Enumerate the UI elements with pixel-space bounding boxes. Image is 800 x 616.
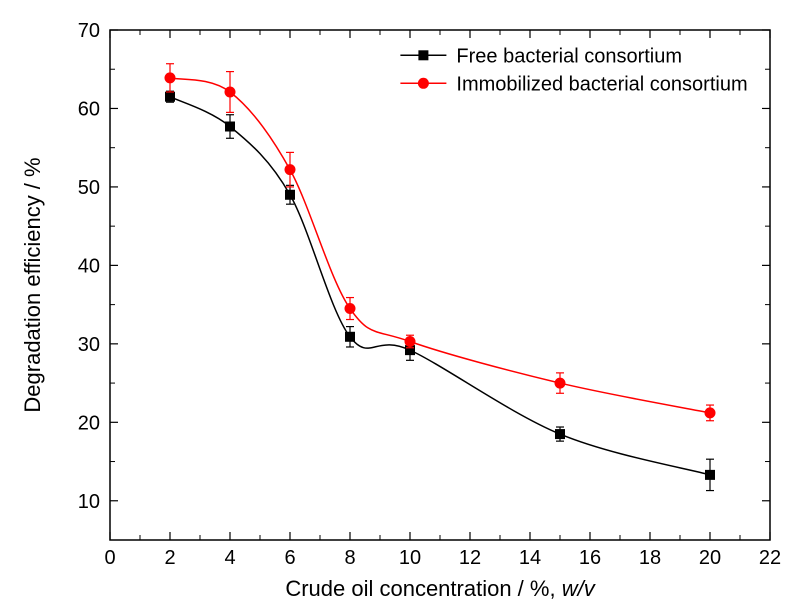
plot-border bbox=[110, 30, 770, 540]
data-marker bbox=[705, 470, 715, 480]
series-line-1 bbox=[170, 78, 710, 413]
data-marker bbox=[165, 72, 176, 83]
ytick-label: 10 bbox=[78, 491, 100, 513]
xtick-label: 12 bbox=[459, 547, 481, 569]
legend-marker bbox=[418, 78, 429, 89]
ytick-label: 50 bbox=[78, 177, 100, 199]
xtick-label: 10 bbox=[399, 547, 421, 569]
xtick-label: 4 bbox=[224, 547, 235, 569]
xtick-label: 2 bbox=[164, 547, 175, 569]
xtick-label: 0 bbox=[104, 547, 115, 569]
legend-marker bbox=[418, 50, 428, 60]
y-axis-label: Degradation efficiency / % bbox=[20, 157, 45, 412]
data-marker bbox=[705, 407, 716, 418]
ytick-label: 40 bbox=[78, 255, 100, 277]
data-marker bbox=[225, 86, 236, 97]
data-marker bbox=[555, 378, 566, 389]
legend-label: Immobilized bacterial consortium bbox=[456, 73, 747, 95]
series-line-0 bbox=[170, 97, 710, 475]
xtick-label: 16 bbox=[579, 547, 601, 569]
xtick-label: 22 bbox=[759, 547, 781, 569]
xtick-label: 18 bbox=[639, 547, 661, 569]
data-marker bbox=[165, 92, 175, 102]
x-axis-label: Crude oil concentration / %, w/v bbox=[285, 576, 596, 601]
ytick-label: 20 bbox=[78, 412, 100, 434]
data-marker bbox=[405, 336, 416, 347]
xtick-label: 20 bbox=[699, 547, 721, 569]
legend-label: Free bacterial consortium bbox=[456, 45, 682, 67]
data-marker bbox=[285, 164, 296, 175]
ytick-label: 60 bbox=[78, 98, 100, 120]
ytick-label: 70 bbox=[78, 20, 100, 42]
data-marker bbox=[225, 122, 235, 132]
xtick-label: 14 bbox=[519, 547, 541, 569]
data-marker bbox=[345, 303, 356, 314]
degradation-chart: 0 2 4 6 8 10 12 14 16 18 20 22 10 20 30 40 50 60 70 Crude o… bbox=[0, 0, 800, 616]
chart-container: 0 2 4 6 8 10 12 14 16 18 20 22 10 20 30 40 50 60 70 Crude o… bbox=[0, 0, 800, 616]
data-marker bbox=[555, 429, 565, 439]
ytick-label: 30 bbox=[78, 334, 100, 356]
xtick-label: 8 bbox=[344, 547, 355, 569]
data-marker bbox=[345, 332, 355, 342]
xtick-label: 6 bbox=[284, 547, 295, 569]
data-marker bbox=[285, 190, 295, 200]
